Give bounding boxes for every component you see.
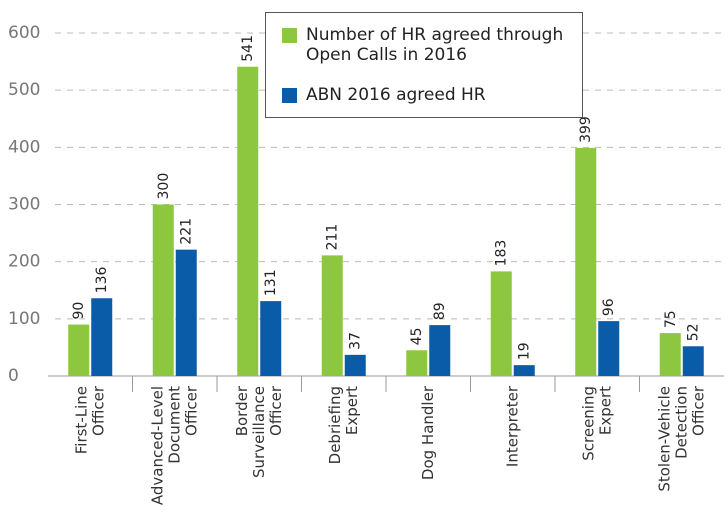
value-label: 75 (663, 310, 679, 328)
y-tick-label: 100 (8, 309, 40, 329)
bar (175, 249, 197, 376)
value-label: 96 (601, 298, 617, 316)
bar (152, 204, 174, 376)
y-tick-label: 400 (8, 137, 40, 157)
value-label: 300 (156, 173, 172, 200)
x-tick-label: Dog Handler (419, 385, 437, 480)
bar (490, 271, 512, 376)
value-label: 211 (325, 224, 341, 251)
bar (260, 301, 282, 376)
y-tick-label: 200 (8, 252, 40, 272)
value-label: 37 (348, 332, 364, 350)
legend-item: Number of HR agreed through Open Calls i… (282, 25, 576, 65)
legend-item: ABN 2016 agreed HR (282, 85, 576, 105)
bar (598, 321, 620, 376)
value-label: 19 (517, 342, 533, 360)
bar (91, 298, 113, 376)
value-label: 183 (494, 240, 510, 267)
x-tick-label: Document (165, 386, 183, 464)
x-tick-label: Expert (343, 386, 361, 435)
bar (406, 350, 428, 376)
value-label: 90 (71, 302, 87, 320)
y-tick-label: 0 (8, 366, 19, 386)
y-tick-label: 500 (8, 80, 40, 100)
value-label: 52 (686, 323, 702, 341)
legend-label: ABN 2016 agreed HR (306, 85, 486, 105)
x-tick-label: Expert (596, 386, 614, 435)
bar (659, 333, 681, 376)
legend-swatch (282, 88, 297, 103)
value-label: 89 (432, 302, 448, 320)
x-tick-label: Advanced-Level (148, 386, 166, 505)
x-tick-label: Officer (689, 385, 707, 436)
x-tick-label: Officer (89, 385, 107, 436)
value-label: 131 (263, 269, 279, 296)
x-tick-label: Surveillance (250, 386, 268, 478)
x-tick-label: Officer (267, 385, 285, 436)
bar (429, 325, 451, 376)
x-tick-label: Debriefing (326, 386, 344, 464)
legend: Number of HR agreed through Open Calls i… (265, 12, 583, 118)
bar (575, 147, 597, 376)
value-label: 541 (240, 35, 256, 62)
x-tick-label: Interpreter (503, 385, 521, 467)
value-label: 45 (409, 327, 425, 345)
bar (321, 255, 343, 376)
y-tick-label: 300 (8, 195, 40, 215)
x-tick-label: First-Line (72, 386, 90, 454)
value-label: 221 (179, 218, 195, 245)
bar (344, 354, 366, 376)
value-label: 399 (578, 116, 594, 143)
x-tick-label: Border (233, 385, 251, 436)
legend-swatch (282, 28, 297, 43)
x-tick-label: Officer (182, 385, 200, 436)
x-tick-label: Screening (579, 386, 597, 461)
value-label: 136 (94, 266, 110, 293)
bar (513, 365, 535, 376)
legend-label: Number of HR agreed through Open Calls i… (306, 25, 564, 65)
x-tick-label: Stolen-Vehicle (655, 386, 673, 492)
bar (68, 324, 90, 376)
bar (682, 346, 704, 376)
y-tick-label: 600 (8, 23, 40, 43)
x-tick-label: Detection (672, 386, 690, 459)
bar (237, 66, 259, 376)
